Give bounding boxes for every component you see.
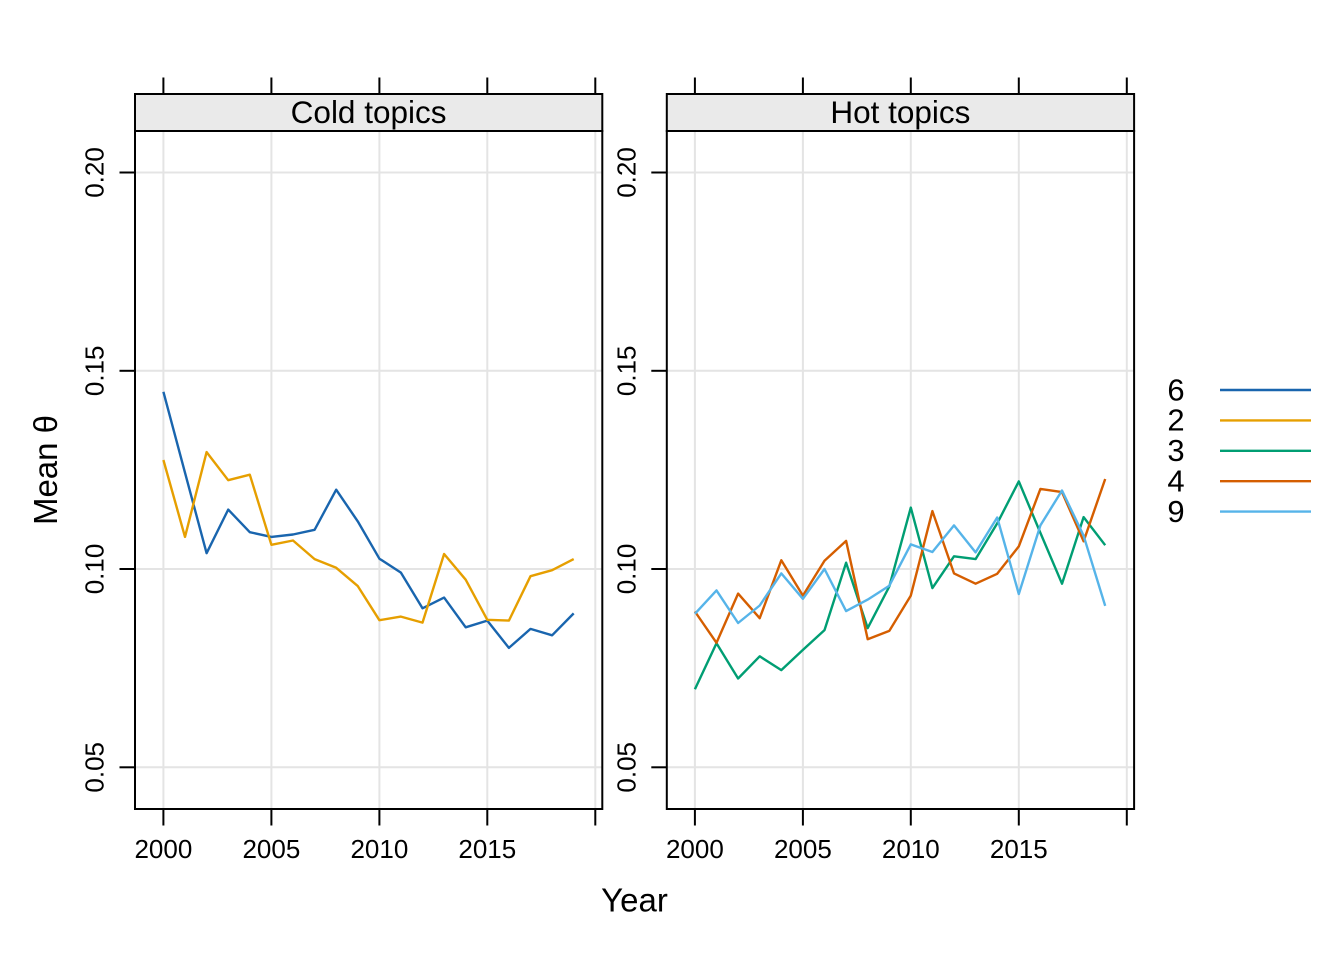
svg-text:2000: 2000 (134, 834, 192, 864)
svg-text:2000: 2000 (666, 834, 724, 864)
svg-text:2010: 2010 (350, 834, 408, 864)
svg-text:2010: 2010 (882, 834, 940, 864)
svg-text:4: 4 (1167, 464, 1184, 499)
svg-text:0.15: 0.15 (80, 345, 110, 396)
svg-text:Cold topics: Cold topics (291, 94, 447, 130)
svg-text:Mean θ: Mean θ (27, 415, 64, 525)
svg-text:0.05: 0.05 (612, 742, 642, 793)
svg-text:Hot topics: Hot topics (830, 94, 970, 130)
svg-text:0.20: 0.20 (612, 147, 642, 198)
svg-text:2005: 2005 (242, 834, 300, 864)
svg-text:0.05: 0.05 (80, 742, 110, 793)
svg-text:0.10: 0.10 (612, 544, 642, 595)
svg-text:0.10: 0.10 (80, 544, 110, 595)
svg-text:2005: 2005 (774, 834, 832, 864)
svg-text:2015: 2015 (458, 834, 516, 864)
svg-text:9: 9 (1167, 494, 1184, 529)
svg-text:6: 6 (1167, 372, 1184, 407)
svg-text:0.15: 0.15 (612, 345, 642, 396)
svg-text:2015: 2015 (990, 834, 1048, 864)
svg-text:Year: Year (601, 882, 668, 919)
svg-text:2: 2 (1167, 403, 1184, 438)
svg-text:3: 3 (1167, 433, 1184, 468)
svg-text:0.20: 0.20 (80, 147, 110, 198)
